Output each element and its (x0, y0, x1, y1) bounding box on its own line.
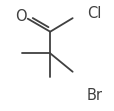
Text: Cl: Cl (86, 6, 100, 21)
Text: Br: Br (86, 88, 102, 103)
Text: O: O (15, 9, 27, 24)
